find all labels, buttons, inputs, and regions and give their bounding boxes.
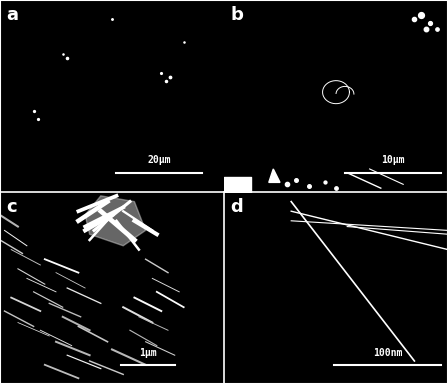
Text: 10μm: 10μm	[381, 155, 405, 165]
Text: 100nm: 100nm	[373, 348, 402, 358]
Point	[321, 179, 328, 185]
Point	[433, 26, 440, 32]
Point	[167, 74, 174, 80]
Text: a: a	[7, 6, 19, 24]
Point	[162, 78, 169, 84]
Point	[422, 26, 429, 32]
Text: d: d	[231, 198, 243, 216]
Point	[158, 70, 165, 76]
Point	[426, 20, 434, 26]
Point	[283, 181, 290, 187]
Text: c: c	[7, 198, 17, 216]
Point	[34, 116, 42, 122]
Text: 1μm: 1μm	[139, 348, 157, 358]
Point	[306, 183, 313, 189]
Point	[180, 39, 187, 45]
Point	[64, 55, 71, 61]
Point	[108, 16, 116, 22]
Point	[418, 12, 425, 18]
Text: 20μm: 20μm	[147, 155, 171, 165]
Polygon shape	[85, 196, 146, 246]
Point	[411, 16, 418, 22]
Point	[59, 51, 66, 57]
Point	[292, 177, 299, 184]
Text: b: b	[231, 6, 244, 24]
Point	[332, 185, 340, 191]
Point	[30, 108, 37, 114]
Polygon shape	[269, 169, 280, 182]
